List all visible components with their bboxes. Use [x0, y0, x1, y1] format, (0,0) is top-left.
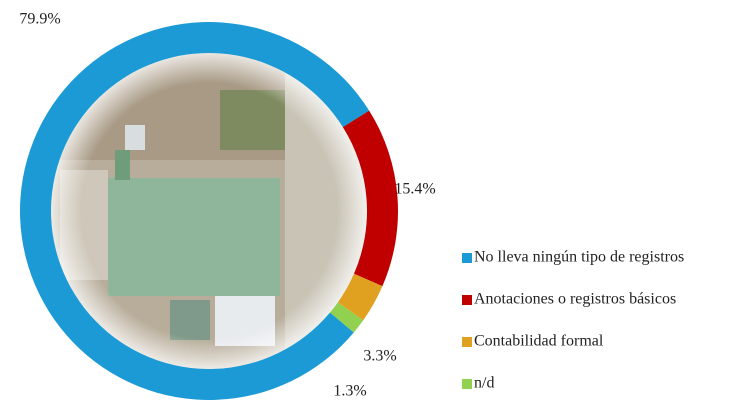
legend-label: n/d	[474, 375, 494, 392]
legend-swatch	[462, 379, 472, 389]
legend-swatch	[462, 337, 472, 347]
legend-label: Anotaciones o registros básicos	[474, 291, 676, 308]
donut-segment	[342, 110, 398, 287]
legend-swatch	[462, 253, 472, 263]
donut-segment	[337, 273, 383, 321]
data-label: 1.3%	[333, 383, 366, 400]
data-label: 79.9%	[19, 11, 60, 28]
data-label: 3.3%	[363, 348, 396, 365]
legend-swatch	[462, 295, 472, 305]
donut-segment	[330, 302, 364, 333]
legend-label: Contabilidad formal	[474, 333, 604, 350]
data-label: 15.4%	[394, 181, 435, 198]
legend-label: No lleva ningún tipo de registros	[474, 249, 684, 266]
